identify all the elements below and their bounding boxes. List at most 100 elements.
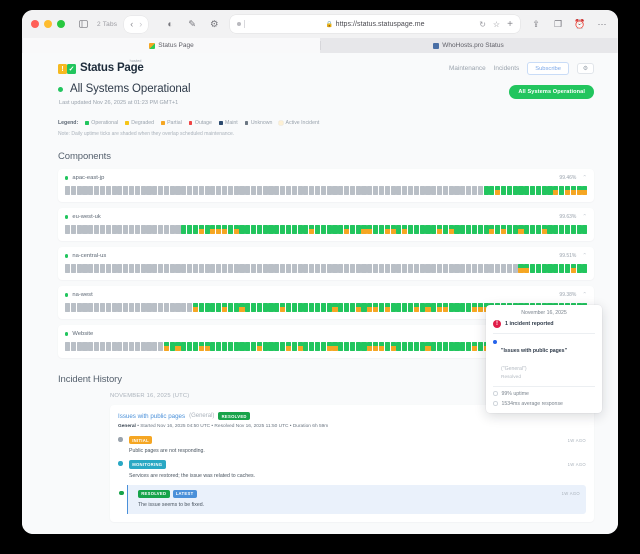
uptime-tick-unknown[interactable]	[326, 264, 332, 273]
uptime-tick-degraded[interactable]	[384, 303, 390, 312]
uptime-tick-operational[interactable]	[535, 264, 541, 273]
uptime-tick-unknown[interactable]	[111, 342, 117, 351]
uptime-tick-unknown[interactable]	[146, 303, 152, 312]
uptime-tick-operational[interactable]	[576, 264, 582, 273]
uptime-tick-degraded[interactable]	[326, 342, 332, 351]
uptime-tick-operational[interactable]	[227, 303, 233, 312]
uptime-tick-operational[interactable]	[314, 342, 321, 351]
uptime-tick-unknown[interactable]	[407, 264, 414, 273]
uptime-tick-unknown[interactable]	[111, 225, 117, 234]
uptime-tick-unknown[interactable]	[82, 264, 88, 273]
uptime-tick-operational[interactable]	[192, 342, 198, 351]
uptime-tick-unknown[interactable]	[152, 342, 158, 351]
uptime-tick-unknown[interactable]	[332, 186, 338, 195]
uptime-tick-degraded[interactable]	[210, 225, 216, 234]
uptime-tick-degraded[interactable]	[524, 264, 530, 273]
uptime-tick-degraded[interactable]	[471, 303, 477, 312]
site-logo[interactable]: ! ✓ Status Page hosted	[58, 59, 144, 75]
uptime-tick-unknown[interactable]	[65, 225, 71, 234]
uptime-tick-unknown[interactable]	[390, 186, 396, 195]
uptime-tick-operational[interactable]	[233, 303, 239, 312]
uptime-tick-degraded[interactable]	[297, 342, 303, 351]
uptime-tick-unknown[interactable]	[355, 186, 361, 195]
uptime-tick-operational[interactable]	[547, 264, 553, 273]
uptime-tick-operational[interactable]	[344, 342, 350, 351]
uptime-tick-operational[interactable]	[500, 186, 507, 195]
uptime-tick-operational[interactable]	[309, 303, 315, 312]
reader-icon[interactable]: ◐	[167, 18, 174, 30]
uptime-tick-unknown[interactable]	[70, 186, 76, 195]
uptime-tick-unknown[interactable]	[407, 186, 414, 195]
uptime-tick-operational[interactable]	[239, 342, 245, 351]
uptime-tick-unknown[interactable]	[216, 186, 222, 195]
uptime-tick-unknown[interactable]	[82, 303, 88, 312]
uptime-tick-degraded[interactable]	[576, 186, 582, 195]
uptime-tick-degraded[interactable]	[373, 342, 379, 351]
uptime-tick-unknown[interactable]	[169, 186, 175, 195]
uptime-tick-unknown[interactable]	[70, 225, 76, 234]
uptime-tick-operational[interactable]	[181, 225, 187, 234]
uptime-tick-degraded[interactable]	[367, 225, 373, 234]
uptime-tick-unknown[interactable]	[256, 186, 262, 195]
chevron-up-icon[interactable]: ⌃	[582, 175, 587, 181]
uptime-tick-operational[interactable]	[320, 225, 326, 234]
uptime-tick-unknown[interactable]	[506, 264, 512, 273]
uptime-tick-operational[interactable]	[559, 264, 565, 273]
uptime-tick-unknown[interactable]	[419, 186, 425, 195]
uptime-tick-unknown[interactable]	[477, 186, 483, 195]
uptime-tick-unknown[interactable]	[384, 186, 390, 195]
uptime-tick-degraded[interactable]	[477, 303, 483, 312]
uptime-tick-unknown[interactable]	[169, 303, 175, 312]
uptime-tick-unknown[interactable]	[163, 303, 169, 312]
uptime-tick-operational[interactable]	[431, 225, 437, 234]
uptime-tick-degraded[interactable]	[221, 303, 228, 312]
uptime-tick-unknown[interactable]	[123, 264, 129, 273]
uptime-tick-degraded[interactable]	[489, 225, 495, 234]
highlighter-icon[interactable]: ✎	[188, 18, 197, 30]
uptime-tick-unknown[interactable]	[402, 264, 408, 273]
uptime-tick-unknown[interactable]	[233, 186, 239, 195]
uptime-tick-unknown[interactable]	[221, 186, 228, 195]
uptime-tick-degraded[interactable]	[378, 342, 384, 351]
uptime-tick-operational[interactable]	[384, 342, 390, 351]
star-icon[interactable]: ☆	[492, 19, 500, 29]
uptime-tick-unknown[interactable]	[373, 264, 379, 273]
uptime-tick-degraded[interactable]	[198, 342, 204, 351]
uptime-tick-operational[interactable]	[582, 264, 588, 273]
uptime-tick-unknown[interactable]	[460, 264, 466, 273]
uptime-tick-operational[interactable]	[477, 225, 483, 234]
uptime-tick-operational[interactable]	[338, 225, 344, 234]
uptime-tick-unknown[interactable]	[70, 342, 76, 351]
uptime-tick-unknown[interactable]	[181, 264, 187, 273]
uptime-tick-unknown[interactable]	[425, 186, 431, 195]
uptime-tick-unknown[interactable]	[466, 186, 472, 195]
uptime-tick-unknown[interactable]	[99, 303, 105, 312]
uptime-tick-degraded[interactable]	[373, 303, 379, 312]
uptime-tick-operational[interactable]	[442, 225, 448, 234]
uptime-tick-operational[interactable]	[466, 303, 472, 312]
uptime-tick-unknown[interactable]	[140, 225, 146, 234]
uptime-tick-degraded[interactable]	[163, 342, 169, 351]
uptime-tick-unknown[interactable]	[227, 186, 233, 195]
uptime-tick-unknown[interactable]	[402, 186, 408, 195]
uptime-tick-unknown[interactable]	[437, 264, 443, 273]
uptime-tick-unknown[interactable]	[123, 186, 129, 195]
uptime-tick-unknown[interactable]	[175, 186, 181, 195]
uptime-tick-unknown[interactable]	[105, 225, 111, 234]
uptime-tick-unknown[interactable]	[344, 186, 350, 195]
uptime-tick-operational[interactable]	[361, 303, 367, 312]
chevron-up-icon[interactable]: ⌃	[582, 292, 587, 298]
uptime-tick-unknown[interactable]	[280, 264, 286, 273]
uptime-tick-degraded[interactable]	[384, 225, 390, 234]
uptime-tick-operational[interactable]	[314, 303, 321, 312]
uptime-tick-unknown[interactable]	[76, 225, 82, 234]
uptime-bar[interactable]	[65, 225, 588, 234]
uptime-tick-unknown[interactable]	[285, 186, 291, 195]
uptime-tick-unknown[interactable]	[419, 264, 425, 273]
uptime-tick-operational[interactable]	[326, 303, 332, 312]
uptime-tick-degraded[interactable]	[471, 342, 477, 351]
uptime-tick-operational[interactable]	[530, 264, 536, 273]
uptime-tick-operational[interactable]	[280, 342, 286, 351]
uptime-tick-unknown[interactable]	[448, 186, 454, 195]
uptime-tick-unknown[interactable]	[152, 264, 158, 273]
